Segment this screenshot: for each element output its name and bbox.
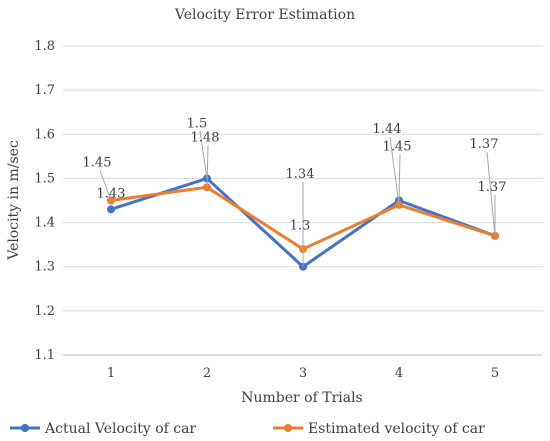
- leader-line: [206, 145, 209, 188]
- data-labels: 1.43 1.5 1.3 1.45 1.37 1.45 1.48 1.34 1.44 1.37: [83, 116, 507, 267]
- y-axis-title: Velocity in m/sec: [6, 140, 22, 261]
- y-axis-ticks: 1.1 1.2 1.3 1.4 1.5 1.6 1.7 1.8: [34, 39, 55, 363]
- leader-line: [398, 154, 401, 201]
- x-axis-ticks: 1 2 3 4 5: [107, 366, 499, 381]
- y-tick-label: 1.7: [34, 83, 55, 98]
- leader-line: [389, 136, 400, 205]
- data-label: 1.37: [478, 180, 507, 195]
- leader-line: [99, 170, 112, 201]
- data-label: 1.5: [187, 116, 208, 131]
- y-tick-label: 1.1: [34, 348, 55, 363]
- data-label: 1.3: [290, 219, 311, 234]
- data-label: 1.44: [373, 122, 402, 137]
- chart-title: Velocity Error Estimation: [174, 7, 355, 23]
- data-label: 1.48: [191, 130, 220, 145]
- x-tick-label: 1: [107, 366, 115, 381]
- y-tick-label: 1.5: [34, 171, 55, 186]
- x-axis-title: Number of Trials: [241, 390, 363, 406]
- leader-line: [199, 131, 208, 179]
- x-tick-label: 4: [395, 366, 403, 381]
- data-label: 1.45: [383, 140, 412, 155]
- y-tick-label: 1.3: [34, 260, 55, 275]
- y-tick-label: 1.8: [34, 39, 55, 54]
- legend-marker-2: [284, 424, 292, 432]
- y-tick-label: 1.4: [34, 216, 55, 231]
- legend-label-2: Estimated velocity of car: [308, 421, 485, 437]
- y-tick-label: 1.2: [34, 304, 55, 319]
- y-tick-label: 1.6: [34, 127, 55, 142]
- data-label: 1.34: [286, 167, 315, 182]
- leader-line: [486, 151, 496, 236]
- data-label: 1.37: [470, 137, 499, 152]
- x-tick-label: 5: [491, 366, 499, 381]
- x-tick-label: 3: [299, 366, 307, 381]
- legend-marker-1: [21, 424, 29, 432]
- data-point: [107, 205, 115, 214]
- data-label: 1.45: [83, 156, 112, 171]
- legend-label-1: Actual Velocity of car: [44, 421, 196, 437]
- legend: Actual Velocity of car Estimated velocity…: [10, 421, 485, 437]
- data-label: 1.43: [97, 186, 126, 201]
- x-tick-label: 2: [203, 366, 211, 381]
